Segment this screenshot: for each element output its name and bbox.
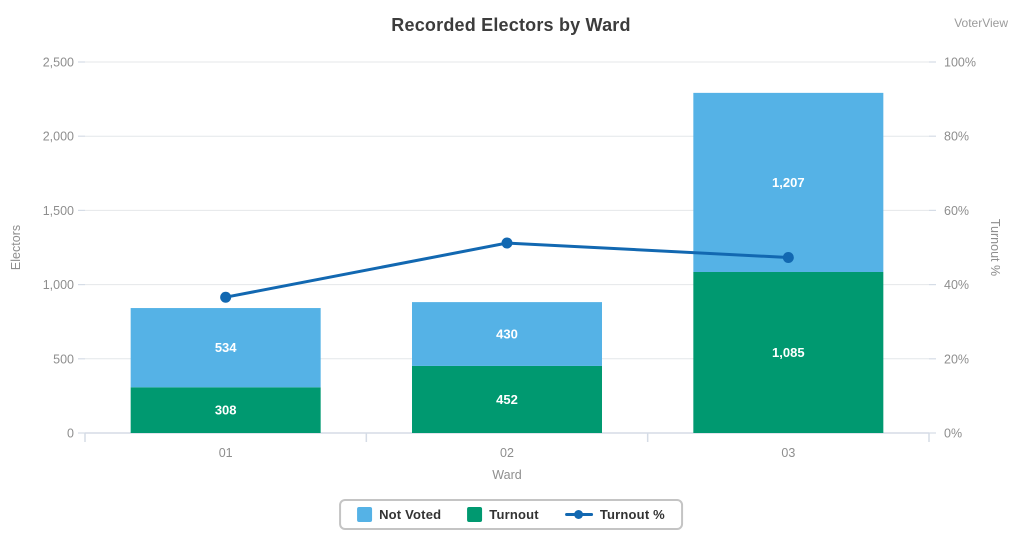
x-axis-title: Ward: [492, 468, 521, 482]
x-category-label: 03: [781, 446, 795, 460]
turnout-pct-line-marker-icon: [564, 509, 593, 520]
voterview-brand-label: VoterView: [954, 16, 1008, 30]
turnout-pct-point[interactable]: [782, 252, 794, 264]
left-axis-tick-label: 0: [67, 427, 74, 441]
legend-label-turnout-pct: Turnout %: [599, 507, 665, 522]
legend-item-turnout-pct[interactable]: Turnout %: [564, 507, 665, 522]
right-axis-tick-label: 40%: [944, 278, 969, 292]
right-axis-tick-label: 100%: [944, 56, 976, 70]
right-axis-tick-label: 20%: [944, 352, 969, 366]
bar-segment-turnout[interactable]: [412, 365, 602, 433]
left-axis-tick-label: 2,500: [43, 56, 74, 70]
turnout-swatch-icon: [467, 507, 483, 522]
bar-segment-not-voted[interactable]: [130, 308, 321, 388]
x-category-label: 01: [219, 446, 233, 460]
bar-label-turnout: 1,085: [772, 345, 805, 360]
bar-segment-turnout[interactable]: [693, 271, 884, 433]
bar-segment-not-voted[interactable]: [412, 302, 602, 366]
right-axis-title: Turnout %: [988, 219, 1002, 276]
right-axis-tick-label: 0%: [944, 427, 962, 441]
chart-title: Recorded Electors by Ward: [391, 15, 631, 35]
left-axis-tick-label: 2,000: [43, 130, 74, 144]
legend-label-turnout: Turnout: [489, 507, 539, 522]
left-axis-tick-label: 1,000: [43, 278, 74, 292]
left-axis-tick-label: 500: [53, 352, 74, 366]
left-axis-title: Electors: [9, 225, 23, 270]
left-axis-tick-label: 1,500: [43, 204, 74, 218]
x-category-label: 02: [500, 446, 514, 460]
turnout-pct-point[interactable]: [220, 291, 232, 303]
right-axis-tick-label: 60%: [944, 204, 969, 218]
legend-item-not-voted[interactable]: Not Voted: [357, 507, 441, 522]
not-voted-swatch-icon: [357, 507, 373, 522]
legend: Not Voted Turnout Turnout %: [339, 499, 683, 530]
bar-label-not-voted: 430: [496, 327, 518, 342]
bar-label-not-voted: 534: [215, 340, 237, 355]
bar-segment-turnout[interactable]: [130, 387, 321, 433]
bar-label-turnout: 308: [215, 403, 237, 418]
legend-label-not-voted: Not Voted: [379, 507, 442, 522]
legend-item-turnout[interactable]: Turnout: [467, 507, 539, 522]
right-axis-tick-label: 80%: [944, 130, 969, 144]
bar-label-turnout: 452: [496, 392, 518, 407]
bar-label-not-voted: 1,207: [772, 175, 805, 190]
bar-segment-not-voted[interactable]: [693, 92, 884, 272]
turnout-pct-point[interactable]: [501, 237, 513, 249]
